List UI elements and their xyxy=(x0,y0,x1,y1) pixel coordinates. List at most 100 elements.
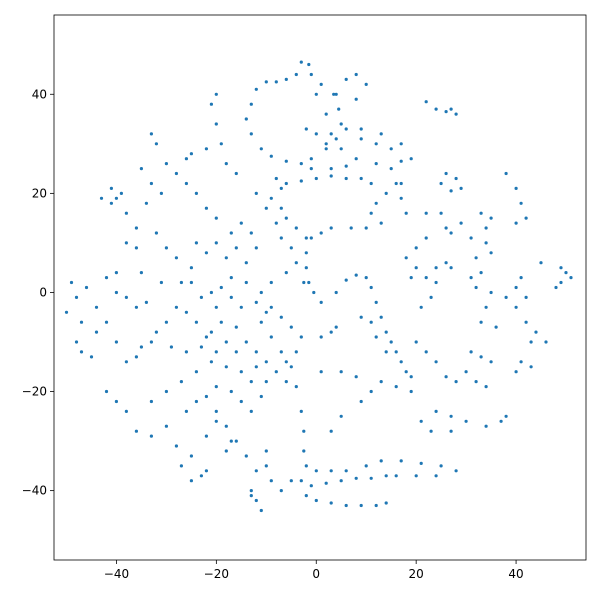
data-point xyxy=(374,503,378,508)
data-point xyxy=(339,414,343,418)
data-point xyxy=(179,380,183,384)
data-point xyxy=(189,280,193,285)
data-point xyxy=(224,365,228,369)
data-point xyxy=(359,503,363,508)
data-point xyxy=(559,266,563,270)
data-point xyxy=(269,196,273,200)
data-point xyxy=(469,236,473,240)
data-point xyxy=(204,469,208,473)
data-point xyxy=(449,429,453,433)
data-point xyxy=(359,399,363,404)
data-point xyxy=(379,221,383,225)
data-point xyxy=(529,365,533,369)
data-point xyxy=(474,285,478,290)
data-point xyxy=(434,280,438,285)
data-point xyxy=(279,186,283,190)
data-point xyxy=(399,196,403,200)
data-point xyxy=(174,256,178,260)
data-point xyxy=(289,246,293,250)
data-point xyxy=(224,256,228,260)
data-point xyxy=(344,77,348,81)
data-point xyxy=(464,419,468,423)
data-point xyxy=(139,271,143,275)
data-point xyxy=(314,469,318,473)
data-point xyxy=(354,72,358,77)
data-point xyxy=(479,271,483,275)
y-tick-label: −40 xyxy=(22,484,47,498)
data-point xyxy=(264,310,268,314)
data-point xyxy=(424,276,428,280)
data-point xyxy=(264,380,268,384)
data-point xyxy=(484,241,488,245)
data-point xyxy=(519,276,523,280)
data-point xyxy=(419,305,423,309)
data-point xyxy=(359,137,363,141)
data-point xyxy=(514,285,518,290)
data-point xyxy=(264,464,268,468)
data-point xyxy=(189,152,193,156)
data-point xyxy=(504,171,508,176)
data-point xyxy=(244,340,248,344)
data-point xyxy=(354,375,358,379)
data-point xyxy=(409,276,413,280)
data-point xyxy=(174,305,178,309)
data-point xyxy=(224,340,228,344)
data-point xyxy=(309,236,313,240)
data-point xyxy=(369,211,373,215)
data-point xyxy=(514,186,518,190)
data-point xyxy=(344,164,348,168)
data-point xyxy=(569,276,573,280)
data-point xyxy=(514,305,518,309)
data-point xyxy=(174,444,178,448)
data-point xyxy=(294,350,298,354)
data-point xyxy=(279,236,283,240)
data-point xyxy=(214,241,218,245)
data-point xyxy=(434,474,438,478)
data-point xyxy=(229,295,233,299)
data-point xyxy=(274,221,278,225)
data-point xyxy=(289,365,293,369)
data-point xyxy=(209,330,213,334)
data-point xyxy=(284,159,288,163)
data-point xyxy=(219,285,223,290)
data-point xyxy=(484,226,488,230)
data-point xyxy=(179,464,183,468)
data-point xyxy=(484,424,488,428)
data-point xyxy=(294,226,298,230)
data-point xyxy=(219,320,223,324)
data-point xyxy=(454,112,458,116)
data-point xyxy=(254,246,258,250)
data-point xyxy=(374,335,378,339)
data-point xyxy=(489,290,493,295)
data-point xyxy=(399,360,403,364)
data-point xyxy=(339,122,343,126)
data-point xyxy=(204,147,208,151)
data-point xyxy=(449,189,453,193)
data-point xyxy=(214,409,218,413)
data-point xyxy=(134,429,138,433)
data-point xyxy=(154,330,158,334)
data-point xyxy=(329,174,333,178)
data-point xyxy=(289,479,293,483)
data-point xyxy=(384,474,388,478)
data-point xyxy=(194,370,198,374)
data-point xyxy=(304,266,308,270)
data-point xyxy=(149,181,153,186)
data-point xyxy=(384,501,388,505)
data-point xyxy=(459,186,463,190)
data-point xyxy=(354,476,358,480)
data-point xyxy=(464,370,468,374)
data-point xyxy=(304,494,308,498)
data-point xyxy=(479,355,483,359)
data-point xyxy=(104,389,109,394)
data-point xyxy=(204,434,208,438)
data-point xyxy=(369,389,373,394)
data-point xyxy=(304,236,308,240)
data-point xyxy=(484,305,488,309)
data-point xyxy=(444,375,448,379)
data-point xyxy=(319,370,323,374)
y-axis: −40 −20 0 20 40 xyxy=(22,87,54,498)
data-point xyxy=(564,271,568,275)
data-point xyxy=(312,290,316,295)
data-point xyxy=(79,320,84,324)
